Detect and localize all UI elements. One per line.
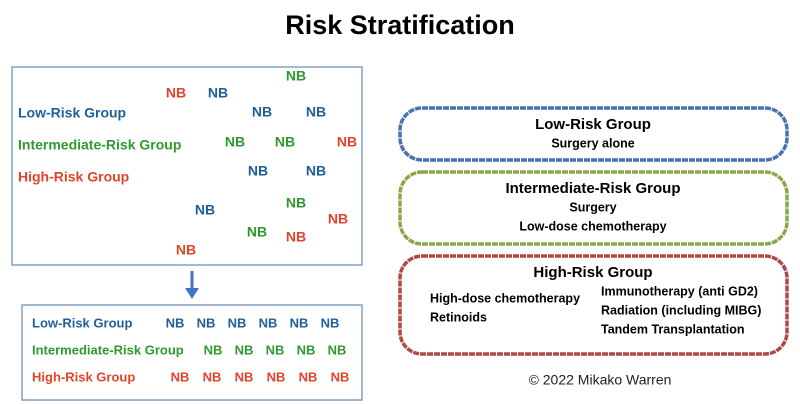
nb-item: NB — [197, 315, 216, 330]
row-label: Intermediate-Risk Group — [32, 342, 184, 357]
nb-item: NB — [286, 229, 306, 245]
legend-label: High-Risk Group — [18, 169, 129, 185]
nb-item: NB — [290, 315, 309, 330]
group-title: High-Risk Group — [533, 264, 652, 281]
nb-item: NB — [235, 342, 254, 357]
nb-item: NB — [259, 315, 278, 330]
nb-item: NB — [208, 85, 228, 101]
arrow-head — [185, 288, 199, 299]
row-label: Low-Risk Group — [32, 315, 132, 330]
nb-item: NB — [247, 224, 267, 240]
nb-item: NB — [275, 134, 295, 150]
group-line: Radiation (including MIBG) — [601, 303, 761, 317]
group-line: Immunotherapy (anti GD2) — [601, 284, 758, 298]
group-box — [398, 254, 789, 356]
nb-item: NB — [337, 134, 357, 150]
scatter-box — [11, 66, 363, 266]
nb-item: NB — [297, 342, 316, 357]
nb-item: NB — [267, 369, 286, 384]
nb-item: NB — [225, 134, 245, 150]
group-title: Intermediate-Risk Group — [505, 180, 680, 197]
nb-item: NB — [306, 163, 326, 179]
title: Risk Stratification — [285, 10, 515, 40]
group-box — [398, 106, 789, 162]
nb-item: NB — [166, 315, 185, 330]
group-line: Retinoids — [430, 310, 487, 324]
group-line: High-dose chemotherapy — [430, 291, 580, 305]
nb-item: NB — [203, 369, 222, 384]
nb-item: NB — [166, 85, 186, 101]
nb-item: NB — [171, 369, 190, 384]
nb-item: NB — [195, 202, 215, 218]
nb-item: NB — [286, 195, 306, 211]
nb-item: NB — [321, 315, 340, 330]
legend-label: Intermediate-Risk Group — [18, 137, 181, 153]
nb-item: NB — [252, 104, 272, 120]
group-line: Surgery — [569, 200, 616, 214]
nb-item: NB — [286, 68, 306, 84]
nb-item: NB — [306, 104, 326, 120]
legend-label: Low-Risk Group — [18, 105, 126, 121]
nb-item: NB — [176, 242, 196, 258]
nb-item: NB — [228, 315, 247, 330]
row-label: High-Risk Group — [32, 369, 135, 384]
group-box — [398, 170, 789, 246]
nb-item: NB — [204, 342, 223, 357]
group-line: Surgery alone — [551, 136, 634, 150]
nb-item: NB — [266, 342, 285, 357]
nb-item: NB — [235, 369, 254, 384]
nb-item: NB — [328, 342, 347, 357]
summary-box — [21, 304, 363, 401]
nb-item: NB — [299, 369, 318, 384]
nb-item: NB — [331, 369, 350, 384]
nb-item: NB — [248, 163, 268, 179]
group-line: Tandem Transplantation — [601, 322, 745, 336]
copyright: © 2022 Mikako Warren — [529, 372, 672, 388]
nb-item: NB — [328, 211, 348, 227]
group-line: Low-dose chemotherapy — [519, 219, 666, 233]
group-title: Low-Risk Group — [535, 116, 651, 133]
